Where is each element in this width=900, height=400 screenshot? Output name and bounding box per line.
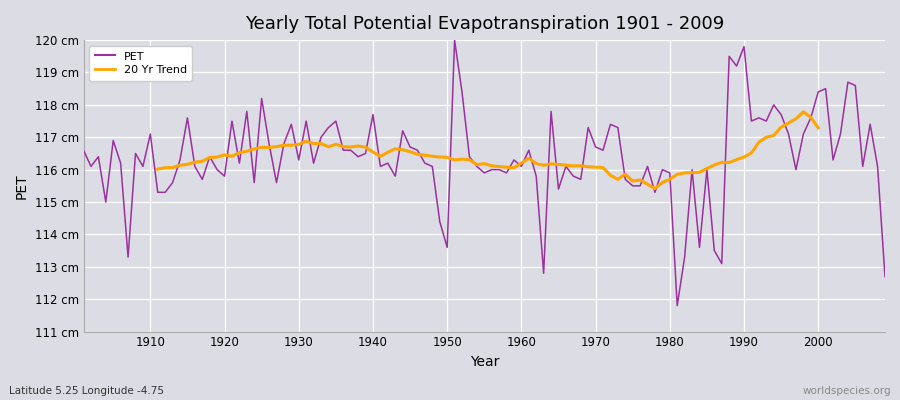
- Text: worldspecies.org: worldspecies.org: [803, 386, 891, 396]
- Line: 20 Yr Trend: 20 Yr Trend: [158, 112, 818, 189]
- 20 Yr Trend: [152, 167, 163, 172]
- PET: [879, 274, 890, 279]
- PET: [671, 303, 682, 308]
- 20 Yr Trend: [241, 149, 252, 154]
- PET: [516, 164, 526, 169]
- Title: Yearly Total Potential Evapotranspiration 1901 - 2009: Yearly Total Potential Evapotranspiratio…: [245, 15, 724, 33]
- PET: [301, 119, 311, 124]
- 20 Yr Trend: [353, 144, 364, 148]
- Legend: PET, 20 Yr Trend: PET, 20 Yr Trend: [89, 46, 193, 81]
- PET: [138, 164, 148, 169]
- PET: [449, 38, 460, 42]
- Y-axis label: PET: PET: [15, 173, 29, 199]
- 20 Yr Trend: [709, 162, 720, 167]
- 20 Yr Trend: [612, 177, 623, 182]
- Line: PET: PET: [84, 40, 885, 306]
- PET: [78, 148, 89, 153]
- PET: [346, 148, 356, 153]
- 20 Yr Trend: [650, 186, 661, 191]
- PET: [612, 125, 623, 130]
- 20 Yr Trend: [790, 116, 801, 121]
- 20 Yr Trend: [724, 160, 734, 165]
- 20 Yr Trend: [798, 110, 809, 114]
- Text: Latitude 5.25 Longitude -4.75: Latitude 5.25 Longitude -4.75: [9, 386, 164, 396]
- 20 Yr Trend: [813, 126, 824, 130]
- X-axis label: Year: Year: [470, 355, 499, 369]
- PET: [524, 148, 535, 153]
